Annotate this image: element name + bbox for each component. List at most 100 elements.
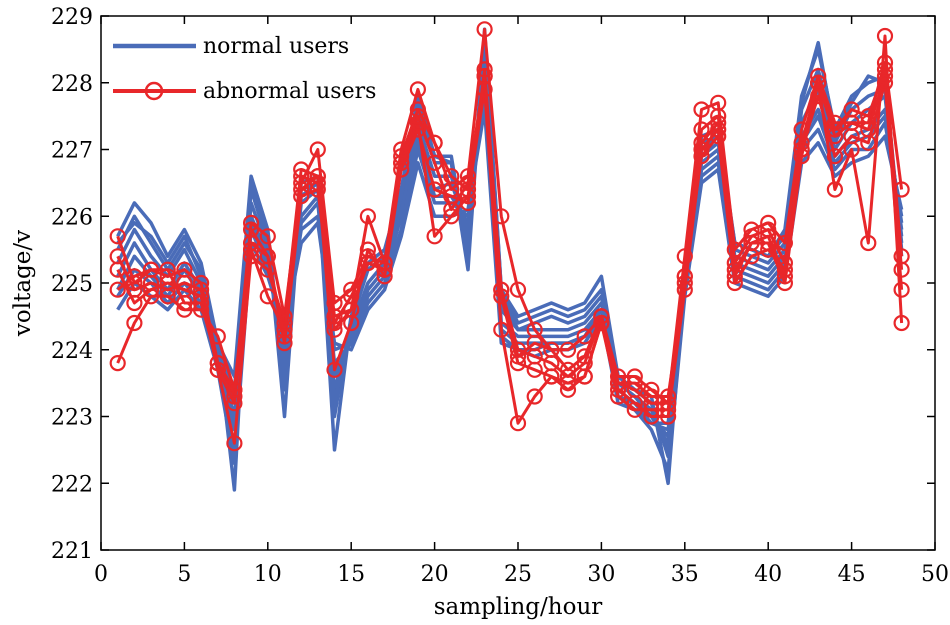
abnormal-user-marker (493, 288, 510, 305)
y-tick-label: 222 (51, 472, 93, 497)
abnormal-user-marker (426, 134, 443, 151)
abnormal-user-marker (193, 294, 210, 312)
abnormal-user-marker (893, 261, 910, 278)
x-tick-label: 5 (177, 562, 191, 587)
abnormal-user-marker (109, 261, 126, 278)
abnormal-user-marker (243, 248, 260, 265)
abnormal-user-marker (626, 375, 643, 392)
abnormal-user-marker (710, 121, 727, 138)
x-tick-label: 45 (838, 562, 866, 587)
abnormal-user-marker (259, 288, 276, 305)
abnormal-user-marker (193, 288, 210, 305)
abnormal-user-marker (176, 274, 193, 292)
abnormal-user-marker (693, 134, 710, 151)
abnormal-user-marker (276, 328, 293, 345)
abnormal-user-marker (643, 388, 660, 405)
y-tick-label: 223 (51, 406, 93, 431)
abnormal-user-marker (776, 234, 794, 252)
abnormal-user-marker (376, 268, 393, 285)
abnormal-user-marker (226, 435, 243, 452)
abnormal-user-marker (476, 61, 493, 78)
abnormal-user-marker (526, 348, 543, 365)
abnormal-user-marker (309, 141, 326, 158)
abnormal-user-marker (293, 161, 310, 178)
abnormal-user-marker (126, 314, 143, 332)
abnormal-user-marker (209, 361, 226, 378)
abnormal-user-marker (409, 107, 426, 125)
abnormal-user-marker (860, 234, 877, 252)
abnormal-user-marker (176, 301, 193, 318)
abnormal-user-marker (659, 395, 677, 412)
abnormal-user-marker (459, 174, 477, 191)
legend-label-abnormal-users: abnormal users (203, 79, 376, 104)
abnormal-user-line-3 (116, 67, 904, 418)
abnormal-user-marker (860, 114, 877, 131)
abnormal-user-marker (860, 121, 877, 138)
x-tick-label: 15 (337, 562, 365, 587)
abnormal-user-marker (876, 74, 894, 91)
abnormal-user-marker (159, 281, 176, 298)
abnormal-user-marker (443, 208, 460, 225)
abnormal-user-marker (426, 154, 443, 171)
legend-label-normal-users: normal users (203, 34, 349, 59)
abnormal-user-marker (343, 301, 360, 318)
y-axis-label: voltage/v (10, 230, 36, 337)
abnormal-user-marker (126, 268, 143, 285)
x-tick-label: 40 (754, 562, 782, 587)
abnormal-user-marker (543, 355, 560, 372)
abnormal-users-markers (109, 21, 910, 452)
abnormal-user-marker (409, 101, 426, 118)
abnormal-user-marker (493, 321, 510, 338)
abnormal-user-marker (593, 314, 610, 332)
abnormal-user-marker (209, 328, 226, 345)
abnormal-user-marker (793, 141, 810, 158)
abnormal-user-marker (443, 168, 460, 185)
abnormal-user-marker (559, 368, 577, 385)
abnormal-user-marker (609, 381, 627, 398)
abnormal-user-marker (326, 321, 343, 338)
abnormal-user-marker (760, 228, 777, 245)
abnormal-user-marker (243, 214, 260, 231)
abnormal-user-marker (293, 168, 310, 185)
abnormal-user-marker (176, 294, 193, 312)
abnormal-user-marker (676, 274, 693, 292)
y-tick-label: 226 (51, 205, 93, 230)
abnormal-user-marker (593, 308, 610, 325)
abnormal-user-marker (826, 148, 844, 165)
abnormal-user-marker (743, 234, 760, 252)
abnormal-user-marker (643, 395, 660, 412)
y-tick-label: 221 (51, 539, 93, 564)
abnormal-user-marker (326, 361, 343, 378)
abnormal-user-marker (142, 281, 160, 298)
x-tick-label: 0 (94, 562, 108, 587)
abnormal-user-marker (526, 388, 543, 405)
abnormal-user-marker (309, 174, 326, 191)
abnormal-user-marker (443, 201, 460, 218)
abnormal-user-marker (810, 74, 827, 91)
abnormal-user-marker (710, 114, 727, 131)
abnormal-user-marker (493, 208, 510, 225)
abnormal-user-marker (209, 355, 226, 372)
x-tick-label: 35 (671, 562, 699, 587)
abnormal-user-marker (726, 261, 743, 278)
abnormal-user-marker (876, 27, 894, 45)
abnormal-user-marker (693, 141, 710, 158)
abnormal-user-marker (760, 221, 777, 238)
abnormal-user-marker (793, 134, 810, 151)
abnormal-user-marker (259, 248, 276, 265)
abnormal-user-marker (626, 381, 643, 398)
abnormal-user-marker (826, 181, 844, 198)
abnormal-user-marker (576, 328, 593, 345)
abnormal-user-marker (326, 314, 343, 332)
y-tick-label: 224 (51, 339, 93, 364)
abnormal-user-marker (626, 401, 643, 418)
abnormal-user-marker (243, 241, 260, 258)
y-tick-label: 227 (51, 139, 93, 164)
abnormal-user-marker (109, 355, 126, 372)
abnormal-user-marker (509, 348, 527, 365)
y-tick-label: 229 (51, 5, 93, 30)
abnormal-user-marker (843, 114, 860, 131)
abnormal-user-marker (126, 274, 143, 292)
y-tick-label: 225 (51, 272, 93, 297)
abnormal-user-marker (893, 314, 910, 332)
